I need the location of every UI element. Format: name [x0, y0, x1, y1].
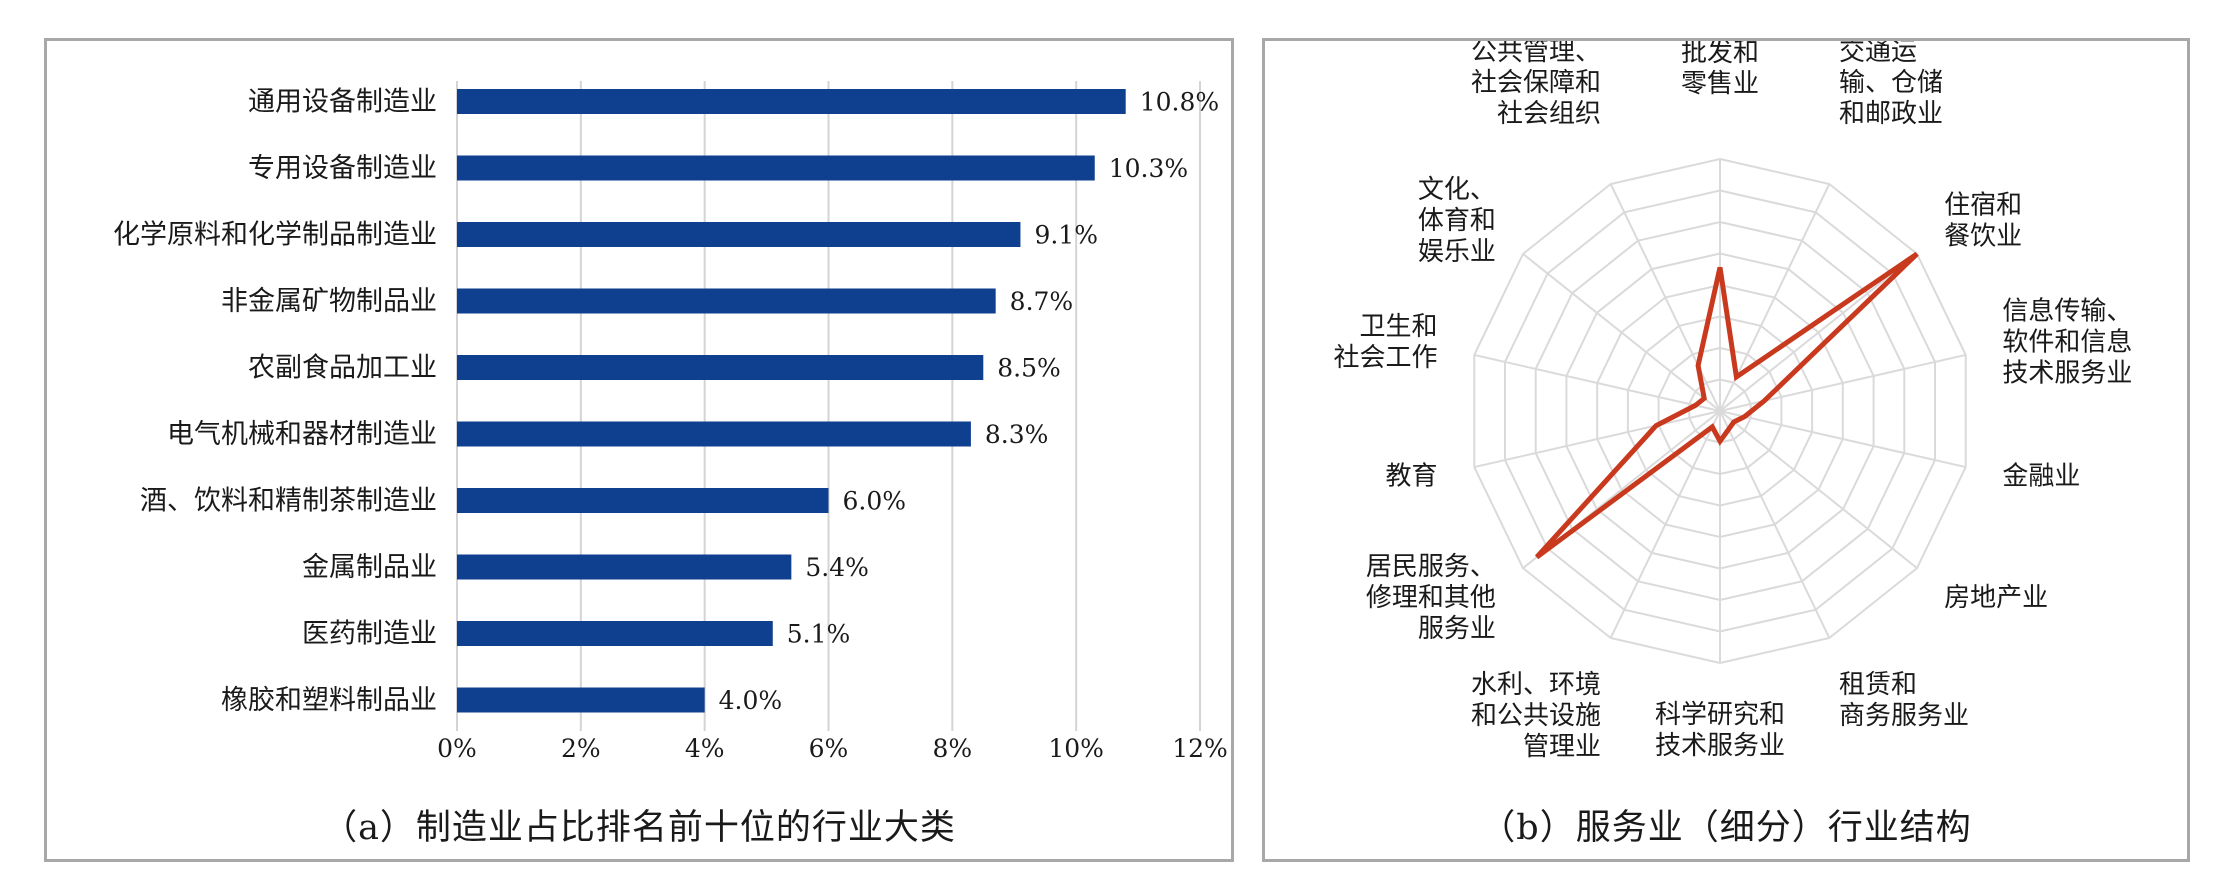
radar-axis-label: 教育 — [1386, 462, 1438, 492]
bar — [457, 155, 1095, 181]
radar-spoke — [1719, 253, 1918, 412]
radar-axis-label-line: 租赁和 — [1839, 670, 1917, 700]
radar-spoke — [1474, 410, 1721, 469]
radar-axis-label: 交通运输、仓储和邮政业 — [1839, 41, 1943, 129]
radar-axis-label-line: 金融业 — [2002, 462, 2080, 492]
radar-axis-label-line: 房地产业 — [1944, 583, 2048, 613]
category-label: 通用设备制造业 — [248, 87, 437, 118]
radar-axis-label: 租赁和商务服务业 — [1839, 670, 1969, 731]
radar-axis-label-line: 交通运 — [1839, 41, 1917, 67]
value-label: 8.3% — [985, 420, 1049, 449]
radar-axis-label-line: 零售业 — [1681, 69, 1759, 99]
radar-axis-label-line: 住宿和 — [1944, 191, 2022, 221]
radar-axis-label: 住宿和餐饮业 — [1944, 191, 2022, 252]
panel-a: 0% 2% 4% 6% 8% 10% 12% 通用设备制造业 10.8% 专用设备制造业 10.3%… — [44, 38, 1234, 862]
radar-axis-label-line: 公共管理、 — [1471, 41, 1601, 67]
radar-axis-label-line: 科学研究和 — [1655, 700, 1785, 730]
radar-axis-label: 批发和零售业 — [1681, 41, 1759, 99]
value-label: 5.4% — [805, 553, 869, 582]
radar-axis-label-line: 技术服务业 — [1655, 731, 1785, 761]
radar-axis-label-line: 服务业 — [1418, 614, 1496, 644]
radar-axis-label-line: 文化、 — [1418, 175, 1496, 205]
category-label: 农副食品加工业 — [248, 353, 437, 384]
radar-axis-label: 卫生和社会工作 — [1334, 312, 1438, 373]
radar-axis-label-line: 娱乐业 — [1418, 237, 1496, 267]
radar-axis-label-line: 商务服务业 — [1839, 701, 1969, 731]
radar-axis-label-line: 教育 — [1386, 462, 1438, 492]
x-tick-label: 0% — [437, 734, 477, 763]
radar-spoke — [1474, 353, 1721, 412]
bar-chart: 0% 2% 4% 6% 8% 10% 12% 通用设备制造业 10.8% 专用设备制造业 10.3%… — [113, 81, 1228, 763]
category-label: 化学原料和化学制品制造业 — [113, 220, 437, 251]
category-label: 电气机械和器材制造业 — [167, 419, 437, 450]
bar — [457, 687, 705, 713]
radar-spoke — [1719, 410, 1831, 639]
bar — [457, 554, 792, 580]
radar-axis-label: 信息传输、软件和信息技术服务业 — [2002, 296, 2132, 388]
value-label: 6.0% — [843, 487, 907, 516]
radar-spoke — [1719, 410, 1966, 469]
radar-axis-label: 金融业 — [2002, 462, 2080, 492]
category-label: 医药制造业 — [302, 619, 437, 650]
bar — [457, 355, 984, 380]
radar-series-line — [1534, 251, 1919, 560]
radar-axis-label-line: 和公共设施 — [1471, 701, 1601, 731]
radar-chart-caption: （b）服务业（细分）行业结构 — [1480, 808, 1972, 848]
x-tick-label: 2% — [561, 734, 601, 763]
category-label: 非金属矿物制品业 — [221, 286, 437, 317]
radar-axis-label: 公共管理、社会保障和社会组织 — [1471, 41, 1601, 129]
radar-spoke — [1522, 253, 1721, 412]
value-label: 8.5% — [997, 354, 1061, 383]
radar-axis-label-line: 技术服务业 — [2002, 358, 2132, 388]
radar-axis-label-line: 输、仓储 — [1839, 68, 1943, 98]
radar-axis-label-line: 社会组织 — [1497, 99, 1601, 129]
bar — [457, 421, 971, 447]
radar-axis-label: 房地产业 — [1944, 583, 2048, 613]
radar-axis-label-line: 批发和 — [1681, 41, 1759, 68]
radar-axis-label-line: 社会工作 — [1334, 343, 1438, 373]
category-label: 酒、饮料和精制茶制造业 — [140, 486, 437, 517]
value-label: 8.7% — [1010, 287, 1074, 316]
category-label: 橡胶和塑料制品业 — [221, 685, 437, 716]
category-label: 金属制品业 — [302, 552, 437, 583]
x-tick-label: 4% — [685, 734, 725, 763]
radar-axis-label-line: 软件和信息 — [2002, 327, 2132, 357]
bar — [457, 89, 1126, 114]
radar-axis-label-line: 餐饮业 — [1944, 222, 2022, 252]
bar-chart-caption: （a）制造业占比排名前十位的行业大类 — [322, 808, 956, 848]
radar-axis-label-line: 体育和 — [1418, 206, 1496, 236]
value-label: 9.1% — [1034, 221, 1098, 250]
panel-b: 批发和零售业 交通运输、仓储和邮政业 住宿和餐饮业 信息传输、软件和信息技术服务业 金融… — [1262, 38, 2190, 862]
radar-axis-label-line: 管理业 — [1523, 732, 1601, 762]
radar-axis-label: 文化、体育和娱乐业 — [1418, 175, 1496, 267]
bar — [457, 488, 829, 513]
radar-axis-label-line: 和邮政业 — [1839, 99, 1943, 129]
x-tick-label: 8% — [932, 734, 972, 763]
radar-axis-label-line: 修理和其他 — [1366, 583, 1496, 613]
value-label: 10.8% — [1140, 88, 1219, 117]
category-label: 专用设备制造业 — [248, 153, 437, 184]
radar-axis-label: 居民服务、修理和其他服务业 — [1366, 552, 1496, 644]
bar — [457, 288, 996, 314]
bar — [457, 222, 1021, 247]
radar-axis-label-line: 社会保障和 — [1471, 68, 1601, 98]
radar-chart: 批发和零售业交通运输、仓储和邮政业住宿和餐饮业信息传输、软件和信息技术服务业金融… — [1334, 41, 2133, 762]
value-label: 4.0% — [719, 686, 783, 715]
radar-axis-label-line: 信息传输、 — [2002, 296, 2132, 326]
bar — [457, 621, 773, 646]
x-tick-label: 10% — [1048, 734, 1104, 763]
radar-spoke — [1609, 183, 1721, 412]
value-label: 5.1% — [787, 620, 851, 649]
radar-axis-label-line: 居民服务、 — [1366, 552, 1496, 582]
radar-axis-label: 科学研究和技术服务业 — [1655, 700, 1785, 761]
x-tick-label: 12% — [1172, 734, 1228, 763]
radar-axis-label-line: 水利、环境 — [1471, 670, 1601, 700]
radar-spoke — [1609, 410, 1721, 639]
x-tick-label: 6% — [809, 734, 849, 763]
value-label: 10.3% — [1109, 154, 1188, 183]
radar-spoke — [1719, 410, 1918, 569]
radar-axis-label: 水利、环境和公共设施管理业 — [1471, 670, 1601, 762]
radar-axis-label-line: 卫生和 — [1360, 312, 1438, 342]
